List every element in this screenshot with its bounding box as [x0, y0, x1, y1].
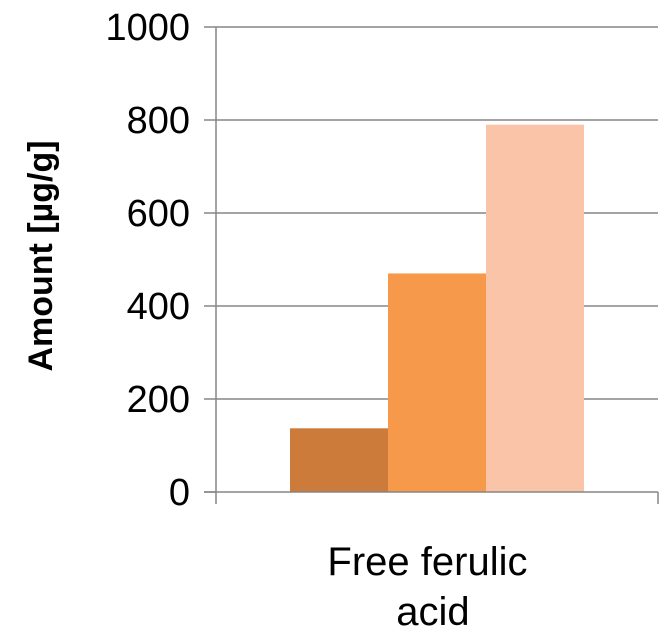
y-tick-label-1000: 1000	[105, 7, 190, 49]
bar-series-2	[388, 273, 486, 492]
y-tick-label-800: 800	[127, 100, 190, 142]
x-category-label: Free ferulic acid	[327, 540, 538, 634]
y-tick-labels: 0 200 400 600 800 1000	[105, 7, 190, 514]
bar-series-3	[486, 124, 584, 493]
y-tick-label-600: 600	[127, 193, 190, 235]
axes	[204, 26, 659, 504]
x-category-label-line-2: acid	[396, 590, 469, 634]
x-category-label-line-1: Free ferulic	[327, 540, 527, 584]
gridlines	[216, 26, 658, 400]
y-tick-label-200: 200	[127, 379, 190, 421]
bars	[290, 124, 584, 493]
y-tick-label-0: 0	[169, 472, 190, 514]
y-tick-label-400: 400	[127, 286, 190, 328]
bar-series-1	[290, 428, 388, 492]
y-axis-label: Amount [µg/g]	[22, 140, 60, 371]
